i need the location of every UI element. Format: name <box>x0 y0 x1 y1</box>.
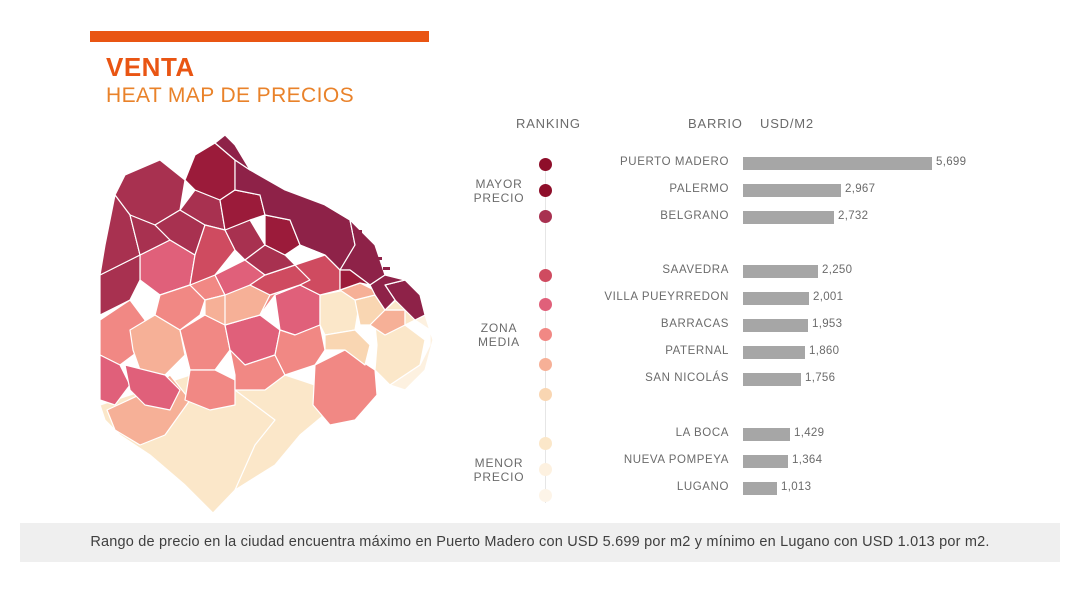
group-label-menor: MENOR PRECIO <box>459 456 539 484</box>
map-region-center-2 <box>184 369 236 411</box>
price-bar <box>743 265 818 278</box>
price-bar <box>743 373 801 386</box>
map-region-mid-4 <box>204 294 226 326</box>
map-dock-2 <box>360 239 368 242</box>
map-region-south-center <box>234 374 331 491</box>
price-value: 2,001 <box>813 291 844 303</box>
price-bar <box>743 455 788 468</box>
map-region-west-4 <box>124 364 181 411</box>
map-region-retiro <box>369 274 406 311</box>
map-region-north-tip <box>214 135 251 171</box>
rank-dot <box>539 358 552 371</box>
barrio-label: PATERNAL <box>665 345 729 357</box>
rank-dot <box>539 158 552 171</box>
rank-dot <box>539 269 552 282</box>
price-bar <box>743 292 809 305</box>
group-label-line: PRECIO <box>473 191 525 205</box>
map-dock-4 <box>375 257 382 260</box>
price-value: 2,732 <box>838 210 869 222</box>
group-label-line: MAYOR <box>475 177 523 191</box>
map-region-barracas <box>312 349 378 426</box>
header-ranking: RANKING <box>516 116 581 131</box>
price-bar <box>743 346 805 359</box>
price-value: 2,250 <box>822 264 853 276</box>
map-region-center-4 <box>229 349 286 391</box>
barrio-label: LA BOCA <box>675 427 729 439</box>
price-bar <box>743 184 841 197</box>
heat-map <box>99 135 434 514</box>
price-value: 1,013 <box>781 481 812 493</box>
price-bar <box>743 319 808 332</box>
barrio-label: BARRACAS <box>660 318 729 330</box>
group-label-mayor: MAYOR PRECIO <box>459 177 539 205</box>
footer-text: Rango de precio en la ciudad encuentra m… <box>90 534 990 550</box>
rank-dot <box>539 489 552 502</box>
footer-bar: Rango de precio en la ciudad encuentra m… <box>20 523 1060 562</box>
rank-dot <box>539 328 552 341</box>
rank-line-bottom <box>545 398 546 503</box>
price-bar <box>743 482 777 495</box>
map-region-north-11 <box>339 269 371 291</box>
price-value: 1,756 <box>805 372 836 384</box>
header-usd: USD/M2 <box>760 116 814 131</box>
rank-dot <box>539 298 552 311</box>
rank-dot <box>539 388 552 401</box>
group-label-line: ZONA <box>480 321 518 335</box>
map-dock-3 <box>368 248 375 251</box>
barrio-label: BELGRANO <box>660 210 729 222</box>
barrio-label: SAN NICOLÁS <box>645 372 729 384</box>
price-value: 1,364 <box>792 454 823 466</box>
group-label-line: PRECIO <box>473 470 525 484</box>
map-region-puerto-madero <box>384 279 426 321</box>
rank-line-middle <box>545 228 546 398</box>
barrio-label: VILLA PUEYRREDON <box>604 291 729 303</box>
group-label-line: MENOR <box>474 456 524 470</box>
header-barrio: BARRIO <box>688 116 743 131</box>
accent-bar <box>90 31 429 42</box>
group-label-media: ZONA MEDIA <box>459 321 539 349</box>
map-dock-1 <box>353 230 362 233</box>
map-dock-5 <box>383 267 390 270</box>
map-region-center-8 <box>324 329 371 366</box>
price-bar <box>743 211 834 224</box>
map-region-north-8 <box>244 244 296 276</box>
price-bar <box>743 428 790 441</box>
rank-dot <box>539 463 552 476</box>
page-subtitle: HEAT MAP DE PRECIOS <box>106 84 354 107</box>
map-region-center-6 <box>274 324 326 376</box>
price-value: 5,699 <box>936 156 967 168</box>
rank-dot <box>539 184 552 197</box>
barrio-label: SAAVEDRA <box>662 264 729 276</box>
page-title: VENTA <box>106 52 195 82</box>
barrio-label: PALERMO <box>669 183 729 195</box>
group-label-line: MEDIA <box>477 335 520 349</box>
barrio-label: NUEVA POMPEYA <box>623 454 729 466</box>
barrio-label: LUGANO <box>676 481 729 493</box>
rank-dot <box>539 210 552 223</box>
price-value: 1,953 <box>812 318 843 330</box>
rank-dot <box>539 437 552 450</box>
price-value: 2,967 <box>845 183 876 195</box>
price-value: 1,860 <box>809 345 840 357</box>
price-bar <box>743 157 932 170</box>
barrio-label: PUERTO MADERO <box>620 156 729 168</box>
map-region-west-2 <box>99 354 131 406</box>
price-value: 1,429 <box>794 427 825 439</box>
